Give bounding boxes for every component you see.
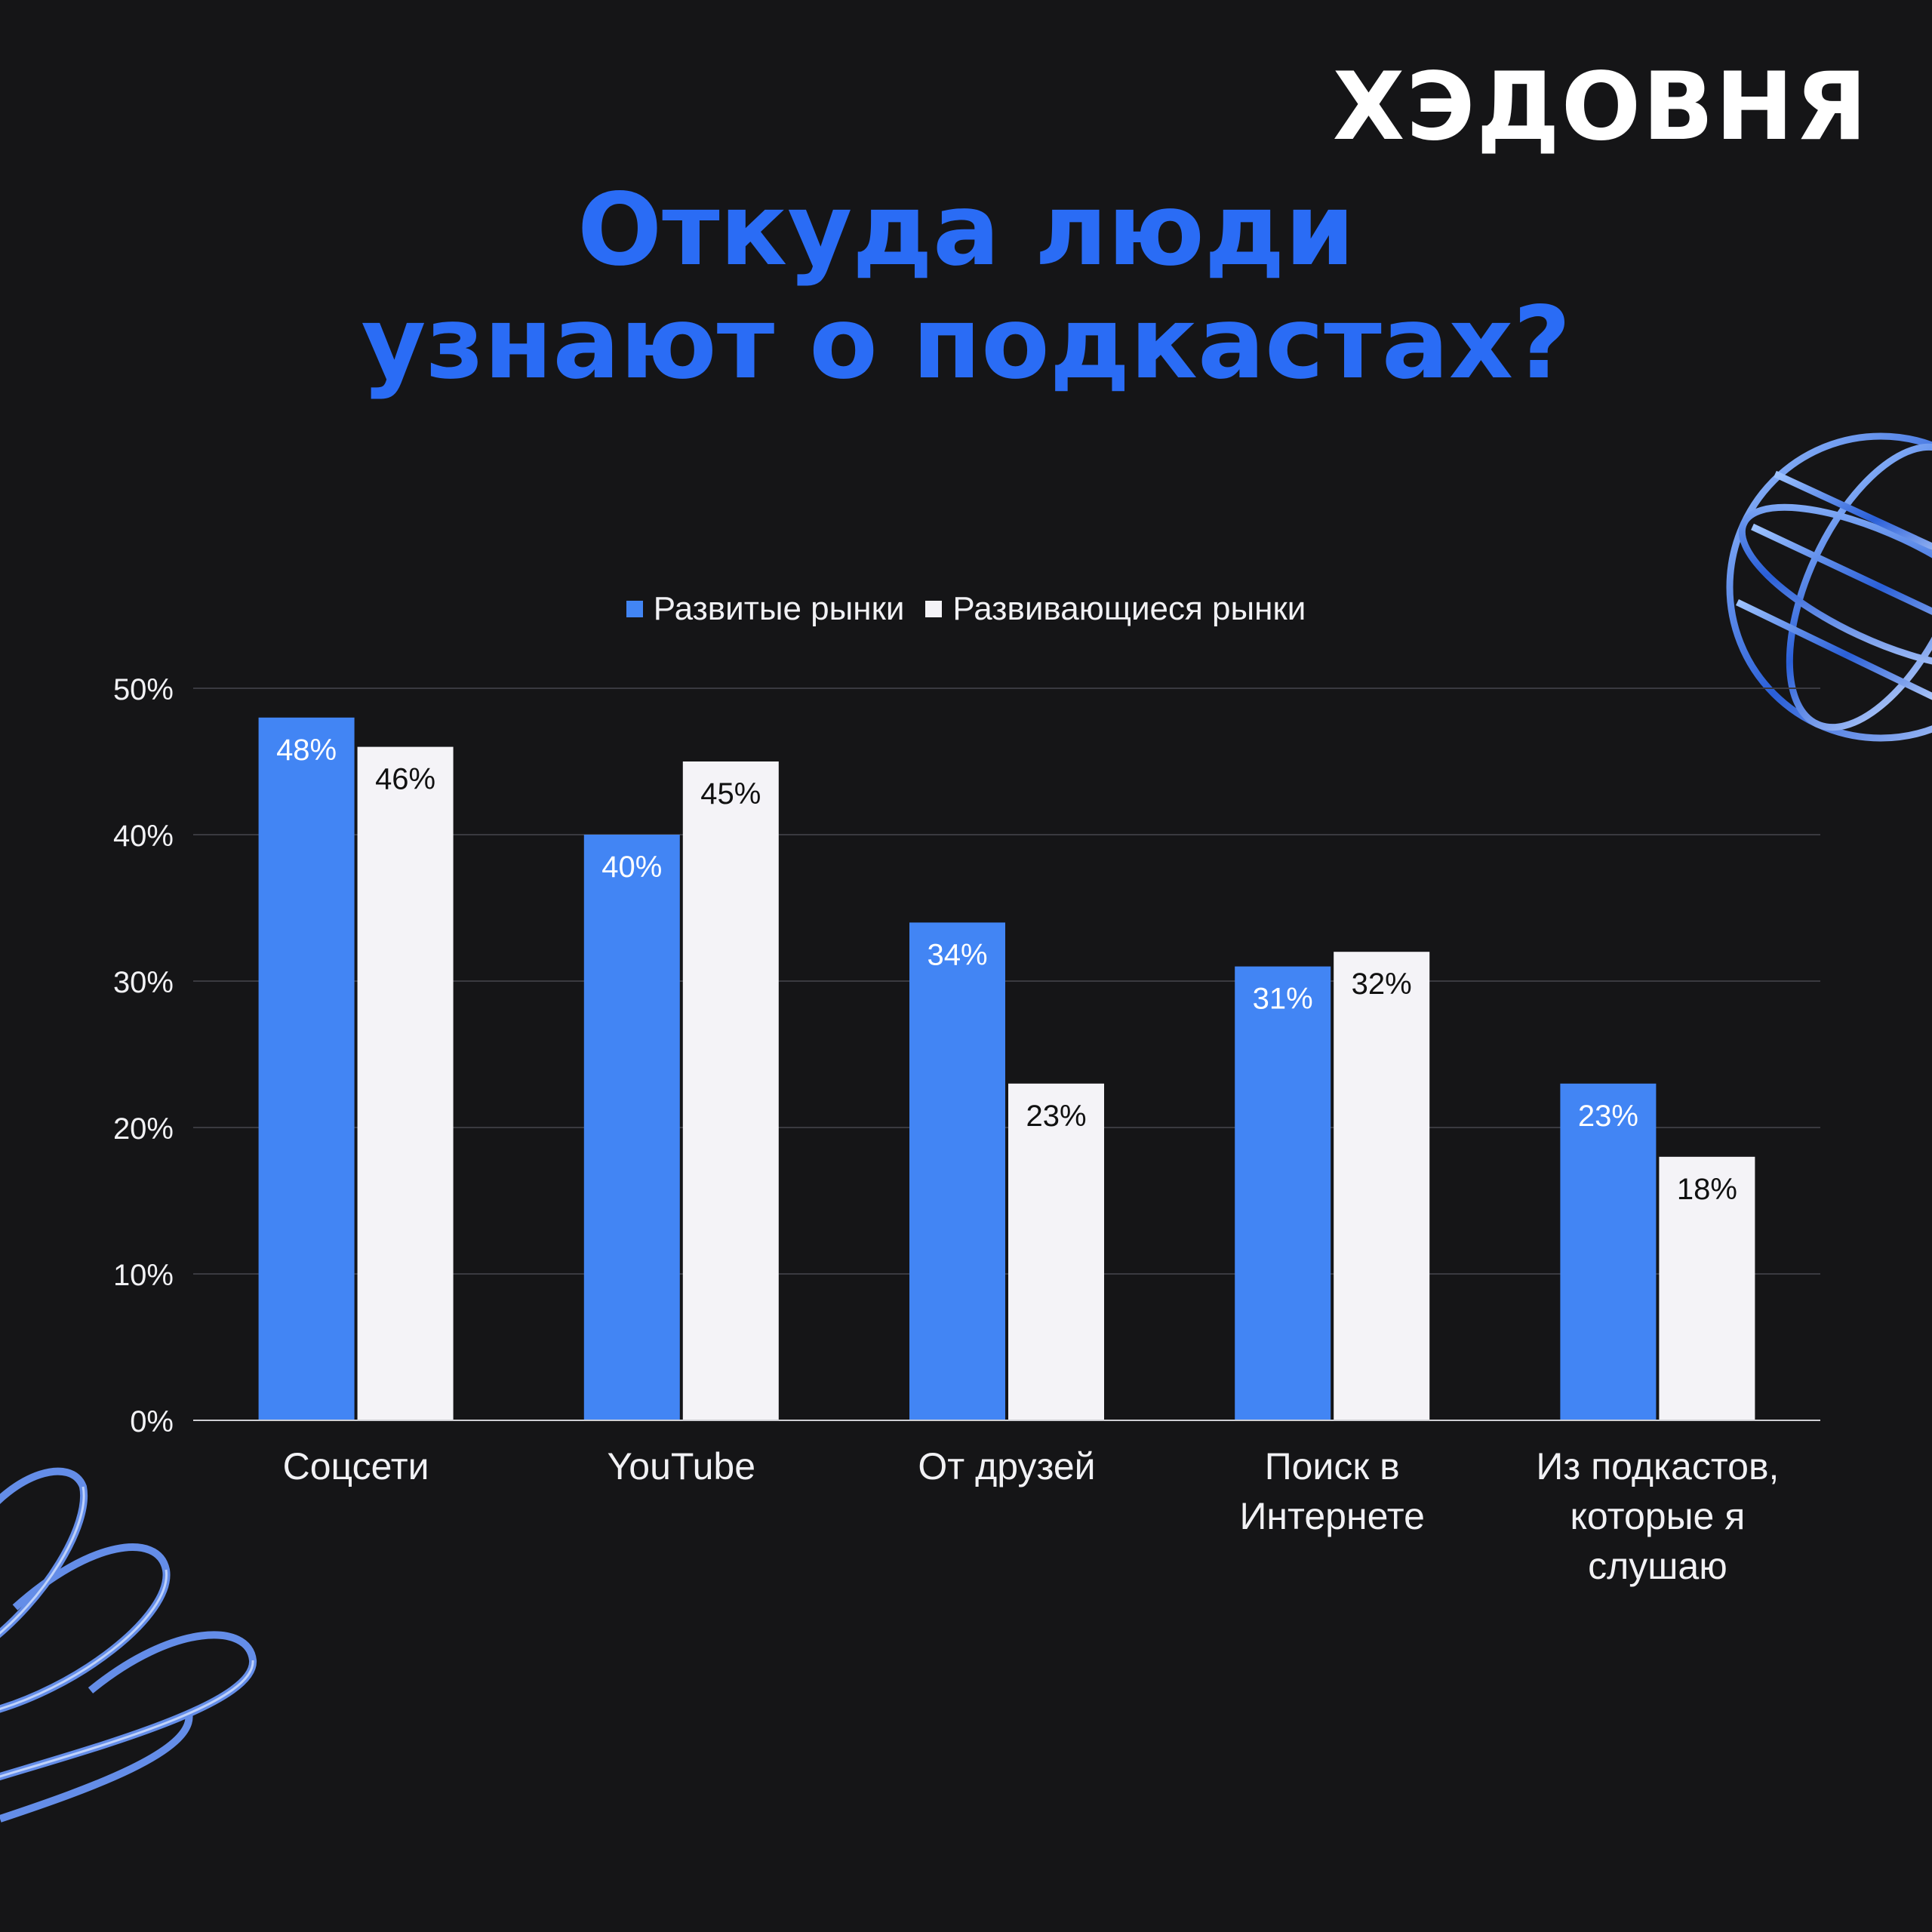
x-tick-label: Из подкастов, xyxy=(1536,1445,1779,1487)
x-tick-label: От друзей xyxy=(918,1445,1095,1487)
data-label: 31% xyxy=(1253,983,1313,1016)
bar xyxy=(909,922,1005,1420)
data-label: 34% xyxy=(927,938,987,971)
y-tick-label: 20% xyxy=(113,1112,174,1146)
data-label: 48% xyxy=(276,734,337,767)
bar xyxy=(1560,1083,1657,1420)
wireframe-globe-icon xyxy=(1726,432,1932,742)
x-tick-label: Соцсети xyxy=(283,1445,429,1487)
chart-title-line-1: Откуда люди xyxy=(577,172,1355,288)
x-tick-label: Поиск в xyxy=(1265,1445,1400,1487)
legend-swatch-developed xyxy=(626,601,643,617)
chrome-ribbon-icon xyxy=(0,1467,257,1823)
brand-logo: ХЭДОВНЯ xyxy=(1332,53,1869,162)
bar xyxy=(357,746,454,1420)
bar xyxy=(583,835,680,1420)
y-tick-label: 10% xyxy=(113,1259,174,1292)
data-label: 45% xyxy=(700,777,761,811)
y-tick-label: 40% xyxy=(113,820,174,853)
data-label: 23% xyxy=(1026,1100,1086,1133)
chart-title-line-2: узнают о подкастах? xyxy=(361,285,1571,401)
x-tick-label: слушаю xyxy=(1588,1545,1727,1587)
data-label: 23% xyxy=(1578,1100,1638,1133)
legend-item-developed: Развитые рынки xyxy=(626,590,905,628)
chart-legend: Развитые рынки Развивающиеся рынки xyxy=(0,590,1932,628)
y-tick-label: 0% xyxy=(130,1405,174,1438)
chart-title: Откуда люди узнают о подкастах? xyxy=(0,174,1932,400)
legend-item-emerging: Развивающиеся рынки xyxy=(925,590,1306,628)
x-tick-label: которые я xyxy=(1570,1495,1745,1537)
data-label: 32% xyxy=(1352,968,1412,1001)
bar xyxy=(1008,1083,1104,1420)
x-tick-label: YouTube xyxy=(608,1445,755,1487)
bar xyxy=(1334,952,1430,1420)
data-label: 18% xyxy=(1677,1173,1737,1206)
legend-label-emerging: Развивающиеся рынки xyxy=(952,590,1306,627)
y-tick-label: 50% xyxy=(113,673,174,706)
data-label: 46% xyxy=(375,763,435,796)
data-label: 40% xyxy=(601,851,662,884)
bar xyxy=(1659,1156,1755,1420)
x-tick-label: Интернете xyxy=(1239,1495,1424,1537)
legend-swatch-emerging xyxy=(925,601,943,617)
bar xyxy=(682,761,779,1420)
bar xyxy=(258,717,355,1420)
legend-label-developed: Развитые рынки xyxy=(653,590,905,627)
bar xyxy=(1235,966,1331,1420)
y-tick-label: 30% xyxy=(113,966,174,999)
